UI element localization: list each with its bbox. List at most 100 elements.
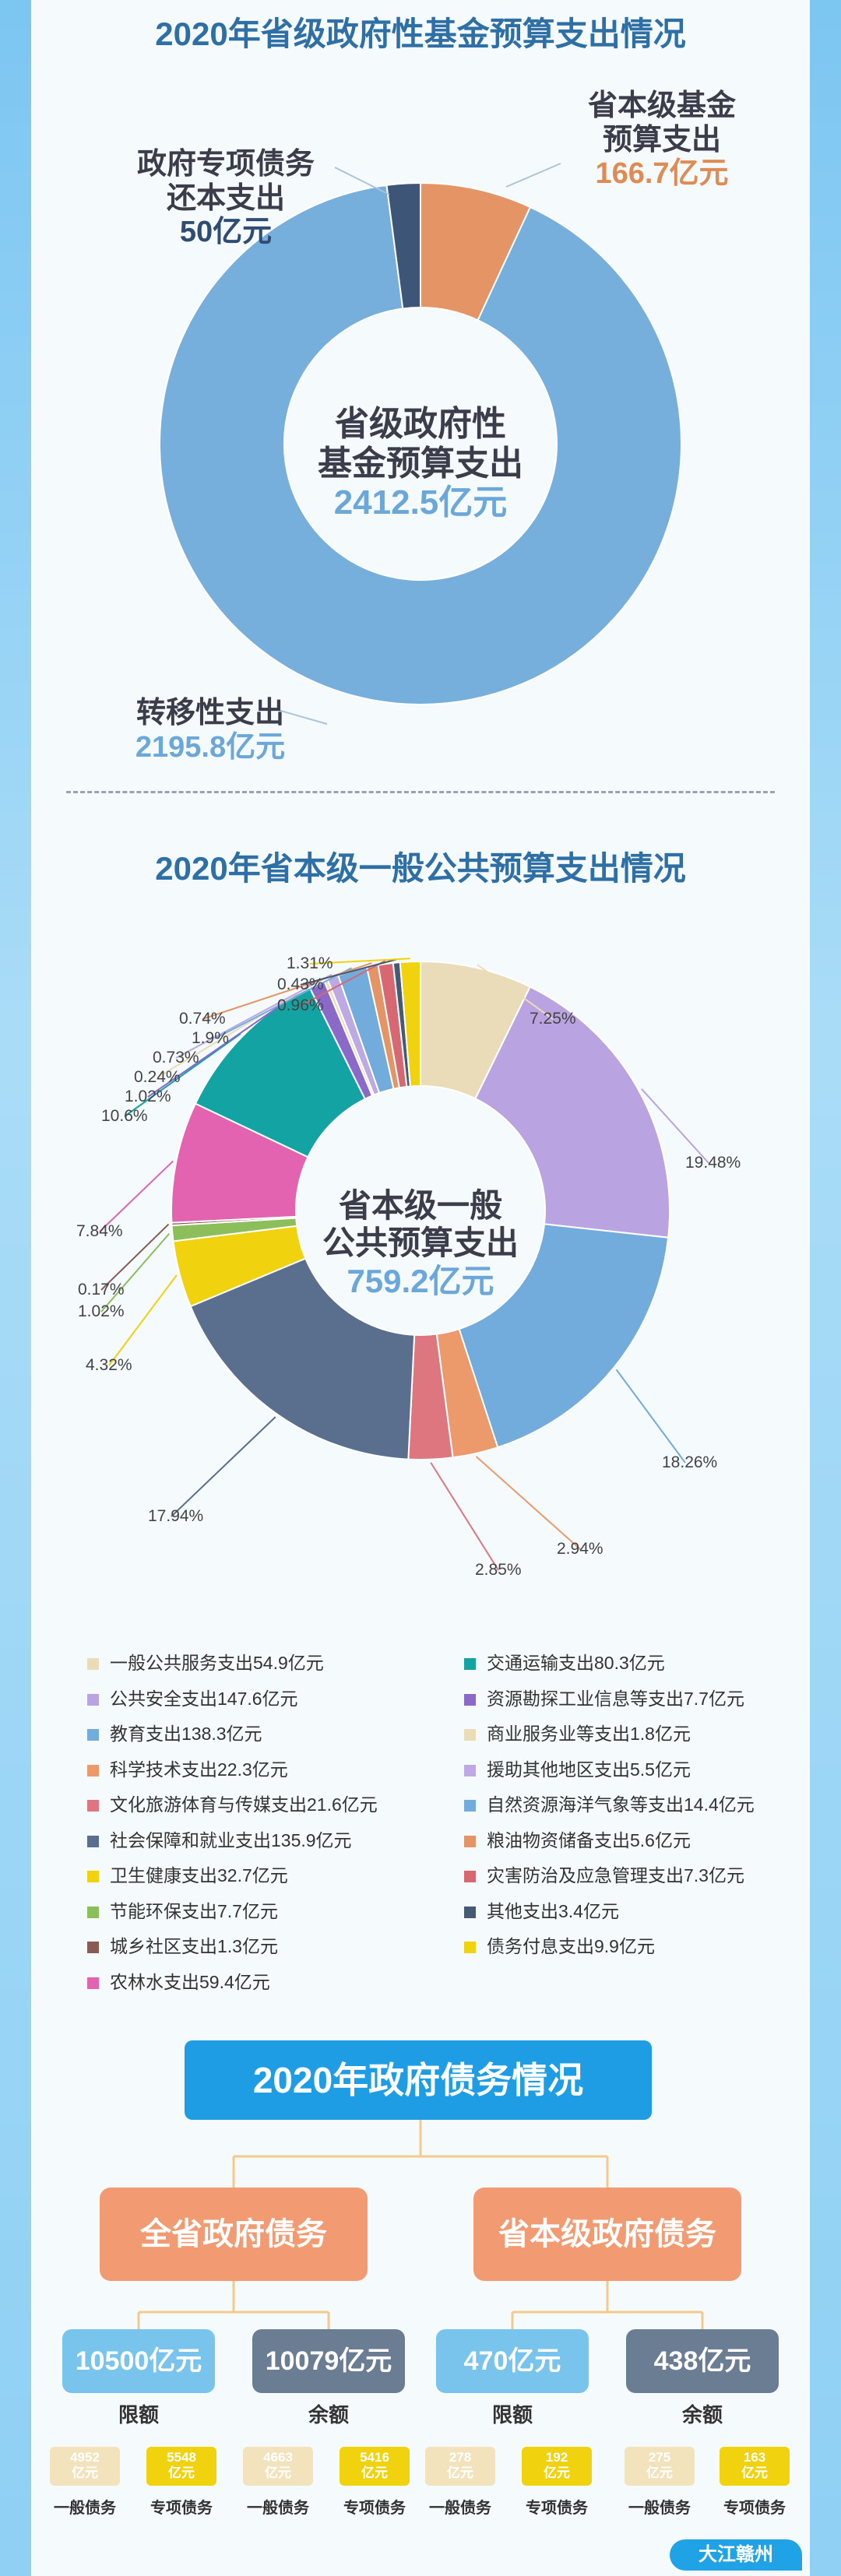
legend-item: 社会保障和就业支出135.9亿元 — [87, 1826, 352, 1852]
mini-unit: 亿元 — [72, 2465, 98, 2480]
label-transfer-value: 2195.8亿元 — [135, 730, 286, 764]
donut-slice — [399, 960, 421, 1088]
section1-title: 2020年省级政府性基金预算支出情况 — [155, 16, 686, 52]
province-debt-box: 全省政府债务 — [100, 2188, 368, 2281]
percentage-label: 7.25% — [530, 1010, 576, 1028]
leader-line — [300, 960, 386, 1007]
province-limit-label: 限额 — [118, 2403, 159, 2427]
label-debt-value: 50亿元 — [179, 216, 273, 249]
legend-swatch — [87, 1906, 99, 1918]
leader-line — [214, 967, 352, 1039]
legend-label: 债务付息支出9.9亿元 — [487, 1936, 655, 1956]
legend-label: 教育支出138.3亿元 — [110, 1724, 262, 1744]
general-center-line1: 省本级一般 — [338, 1187, 502, 1224]
mini-unit: 亿元 — [646, 2465, 673, 2480]
legend-label: 科学技术支出22.3亿元 — [110, 1759, 288, 1780]
legend-label: 一般公共服务支出54.9亿元 — [110, 1653, 324, 1673]
donut-slice — [458, 1223, 670, 1449]
label-provincial-line2: 预算支出 — [602, 123, 721, 156]
legend-swatch — [464, 1871, 476, 1883]
publisher-logo: 大江赣州 — [670, 2539, 802, 2571]
percentage-label: 1.9% — [192, 1029, 229, 1047]
provincial-level-balance-label: 余额 — [681, 2403, 723, 2427]
donut-slice — [189, 1257, 416, 1460]
mini-unit: 亿元 — [741, 2465, 768, 2480]
legend-label: 文化旅游体育与传媒支出21.6亿元 — [110, 1794, 378, 1815]
legend-swatch — [87, 1942, 99, 1954]
mini-value: 278 — [449, 2450, 472, 2465]
percentage-label: 4.32% — [86, 1356, 132, 1374]
legend-label: 灾害防治及应急管理支出7.3亿元 — [487, 1865, 744, 1885]
legend-item: 商业服务业等支出1.8亿元 — [464, 1719, 691, 1745]
legend-item: 交通运输支出80.3亿元 — [464, 1648, 665, 1675]
leader-line — [300, 958, 397, 986]
legend-item: 灾害防治及应急管理支出7.3亿元 — [464, 1861, 744, 1887]
special-debt-label: 专项债务 — [150, 2500, 213, 2517]
legend-label: 公共安全支出147.6亿元 — [110, 1688, 298, 1709]
legend-swatch — [464, 1764, 476, 1776]
legend-item: 一般公共服务支出54.9亿元 — [87, 1648, 324, 1675]
legend-swatch — [464, 1729, 476, 1741]
section-divider — [66, 791, 775, 793]
leader-line — [430, 1462, 499, 1571]
leader-line — [175, 973, 333, 1059]
legend-label: 交通运输支出80.3亿元 — [487, 1653, 665, 1673]
leader-line — [309, 958, 410, 965]
general-debt-label: 一般债务 — [628, 2500, 691, 2517]
percentage-label: 0.43% — [277, 975, 324, 993]
legend-swatch — [464, 1942, 476, 1954]
leader-line — [171, 1416, 276, 1517]
legend-swatch — [464, 1800, 476, 1812]
general-debt-label: 一般债务 — [247, 2500, 309, 2517]
leader-line — [202, 962, 372, 1020]
fund-center-line1: 省级政府性 — [335, 405, 506, 443]
percentage-label: 1.02% — [78, 1302, 125, 1320]
mini-value: 5416 — [360, 2450, 389, 2465]
provincial-level-balance-general: 275 亿元 — [625, 2447, 695, 2486]
leader-line — [477, 964, 554, 1020]
legend-label: 卫生健康支出32.7亿元 — [110, 1865, 288, 1885]
label-transfer-line1: 转移性支出 — [135, 697, 284, 729]
general-center-line2: 公共预算支出 — [322, 1225, 519, 1262]
percentage-label: 2.85% — [475, 1561, 522, 1579]
provincial-level-limit-special: 192 亿元 — [522, 2447, 592, 2486]
leader-line — [475, 1456, 581, 1550]
percentage-label: 0.17% — [78, 1281, 125, 1299]
leader-line-transfer — [272, 708, 328, 725]
legend-swatch — [87, 1764, 99, 1776]
percentage-label: 0.74% — [179, 1010, 226, 1028]
legend-item: 卫生健康支出32.7亿元 — [87, 1861, 288, 1887]
province-limit-general: 4952 亿元 — [50, 2447, 120, 2486]
legend-label: 其他支出3.4亿元 — [487, 1900, 619, 1921]
general-center-total: 759.2亿元 — [347, 1262, 494, 1299]
provincial-level-balance-box: 438亿元 — [626, 2329, 779, 2393]
legend-swatch — [87, 1729, 99, 1741]
fund-donut-chart — [159, 163, 682, 725]
legend-swatch — [87, 1835, 99, 1847]
provincial-level-balance-special: 163 亿元 — [720, 2447, 790, 2486]
legend-item: 城乡社区支出1.3亿元 — [87, 1931, 278, 1958]
legend-item: 农林水支出59.4亿元 — [87, 1967, 270, 1994]
legend-swatch — [464, 1835, 476, 1847]
fund-center-line2: 基金预算支出 — [318, 444, 523, 483]
mini-value: 5548 — [167, 2450, 196, 2465]
legend-swatch — [87, 1977, 99, 1989]
percentage-label: 19.48% — [685, 1154, 741, 1172]
percentage-label: 0.73% — [153, 1049, 199, 1067]
label-debt-line1: 政府专项债务 — [136, 148, 315, 181]
legend-item: 文化旅游体育与传媒支出21.6亿元 — [87, 1790, 378, 1816]
general-debt-label: 一般债务 — [429, 2500, 491, 2517]
fund-center-label: 省级政府性 基金预算支出 2412.5亿元 — [304, 405, 537, 523]
section2-title: 2020年省本级一般公共预算支出情况 — [155, 850, 686, 887]
mini-value: 4952 — [70, 2450, 100, 2465]
mini-unit: 亿元 — [447, 2465, 473, 2480]
special-debt-label: 专项债务 — [723, 2500, 786, 2517]
provincial-level-limit-general: 278 亿元 — [425, 2447, 495, 2486]
debt-title: 2020年政府债务情况 — [185, 2040, 652, 2120]
legend-label: 粮油物资储备支出5.6亿元 — [487, 1829, 691, 1850]
legend-item: 援助其他地区支出5.5亿元 — [464, 1755, 691, 1781]
legend-swatch — [87, 1658, 99, 1671]
legend-item: 粮油物资储备支出5.6亿元 — [464, 1826, 691, 1852]
legend-label: 农林水支出59.4亿元 — [110, 1971, 270, 1992]
legend-swatch — [464, 1658, 476, 1671]
